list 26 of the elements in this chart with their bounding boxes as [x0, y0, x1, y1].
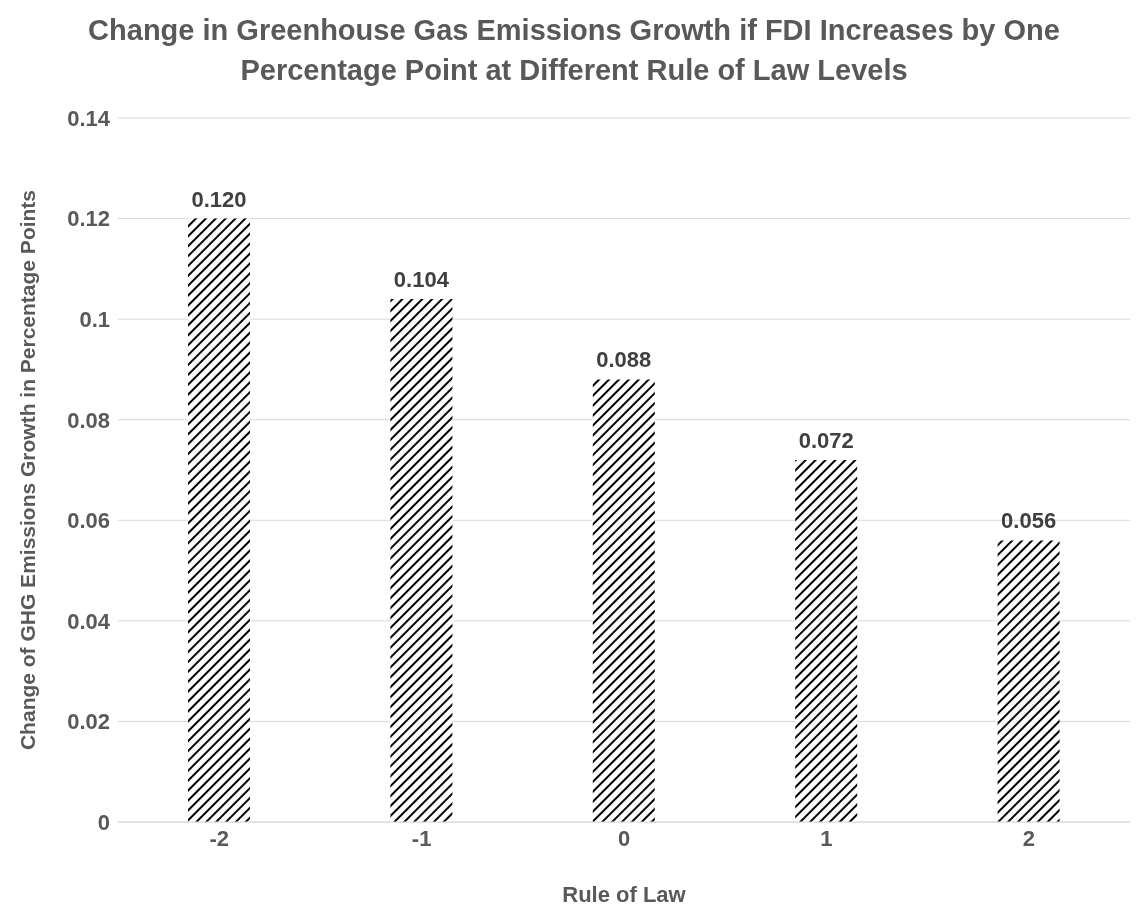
data-label: 0.072 [798, 427, 854, 453]
x-axis-title: Rule of Law [562, 882, 687, 907]
y-tick-label: 0.08 [67, 407, 110, 433]
x-tick-label: -2 [209, 825, 229, 851]
data-label: 0.104 [393, 267, 450, 293]
y-tick-label: 0.1 [79, 306, 110, 332]
data-label: 0.088 [596, 347, 652, 373]
bar [390, 299, 453, 822]
y-tick-label: 0.04 [67, 608, 111, 634]
y-tick-label: 0 [97, 809, 110, 835]
bar [188, 218, 250, 822]
x-tick-label: 2 [1022, 825, 1035, 851]
x-tick-label: -1 [411, 825, 432, 851]
y-tick-label: 0.12 [67, 206, 110, 232]
data-label: 0.120 [191, 186, 247, 212]
x-tick-label: 1 [820, 825, 833, 851]
y-tick-label: 0.02 [67, 709, 110, 735]
data-label: 0.056 [1001, 508, 1057, 534]
y-tick-label: 0.14 [67, 105, 111, 131]
bar [592, 379, 655, 822]
x-tick-label: 0 [617, 825, 631, 851]
chart-title: Change in Greenhouse Gas Emissions Growth if FDI Increases by One Percentage Point at Different Rule of Law Levels [88, 14, 1060, 86]
y-axis-title: Change of GHG Emissions Growth in Percentage Points [16, 189, 40, 751]
bar [795, 459, 858, 822]
y-tick-label: 0.06 [67, 508, 110, 534]
bar [997, 540, 1060, 822]
